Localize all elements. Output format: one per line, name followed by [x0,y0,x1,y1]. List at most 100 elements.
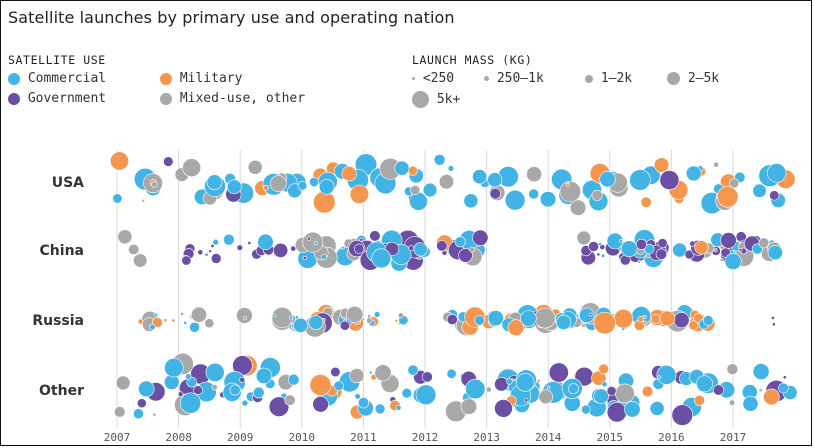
launch-dot-commercial [474,315,485,326]
launch-dot-government [673,312,690,329]
launch-dot-government [210,253,222,264]
launch-dot-government [306,236,311,241]
legend-mass-item: 250–1k [484,71,544,86]
launch-dot-government [596,252,601,257]
legend-mass-item: 2–5k [667,71,719,86]
legend-swatch-military [160,72,172,85]
launch-dot-commercial [320,253,327,260]
launch-dot-military [349,184,370,204]
launch-dot-mixed-use [726,363,739,376]
launch-dot-government [657,238,668,249]
launch-dot-commercial [407,364,419,376]
launch-dot-government [772,322,776,327]
launch-dot-commercial [629,169,651,191]
launch-dot-government [339,320,350,331]
launch-dot-mixed-use [243,316,248,321]
legend-swatch-commercial [8,72,20,85]
legend-use-item: Military [160,71,242,86]
launch-dot-commercial [601,253,606,258]
x-tick-label: 2016 [658,431,685,444]
launch-dot-commercial [539,191,557,208]
launch-dot-government [599,244,606,251]
launch-dot-commercial [308,177,319,188]
launch-dot-commercial [619,238,623,243]
launch-dot-commercial [752,183,767,198]
launch-dot-mixed-use [591,189,603,201]
launch-dot-government [782,375,787,380]
launch-dot-commercial [766,163,787,183]
x-tick-label: 2007 [104,431,131,444]
launch-dot-mixed-use [284,394,296,406]
launch-dot-commercial [229,384,241,396]
launch-dot-military [641,385,654,398]
launch-dot-government [354,243,365,254]
launch-dot-mixed-use [374,364,392,382]
launch-dot-commercial [724,253,742,271]
launch-dot-military [763,388,780,406]
launch-dot-commercial [581,404,591,415]
launch-dot-mixed-use [152,412,157,417]
launch-dot-government [494,377,509,392]
launch-dot-mixed-use [758,237,770,249]
legend-use-item: Commercial [8,71,106,86]
launch-dot-military [694,240,709,255]
launch-dot-mixed-use [113,406,126,418]
launch-dot-government [446,313,458,325]
launch-dot-mixed-use [191,306,208,323]
launch-dot-government [181,255,192,266]
legend-swatch-government [8,92,20,105]
launch-dot-commercial [183,320,188,325]
launch-dot-military [309,374,332,396]
launch-dot-military [263,184,269,191]
legend-mass-dot-l [667,72,680,85]
launch-dot-government [408,245,415,252]
launch-dot-commercial [568,383,579,395]
launch-dot-government [268,396,290,417]
launch-dot-commercial [599,171,616,188]
launch-dot-military [593,311,616,335]
launch-dot-government [247,241,252,245]
launch-dot-government [684,249,695,260]
launch-dot-military [659,310,676,327]
legend-label-commercial: Commercial [27,71,107,86]
legend-mass-item: 5k+ [412,91,460,108]
launch-dot-mixed-use [346,305,364,323]
launch-dot-mixed-use [468,246,475,253]
launch-dot-commercial [287,373,300,386]
launch-dot-government [236,244,244,251]
row-label: Russia [32,313,84,329]
launch-dot-mixed-use [569,199,587,216]
launch-dot-military [341,166,357,182]
launch-dot-mixed-use [728,399,736,406]
row-label: China [40,243,84,259]
launch-dot-commercial [506,378,513,385]
legend-mass-label: 5k+ [436,92,461,107]
launch-dot-commercial [752,363,770,381]
legend-swatch-mixed [160,92,172,105]
launch-dot-commercial [368,370,373,375]
launch-dot-mixed-use [559,181,581,203]
launch-dot-mixed-use [460,398,478,415]
launch-dot-mixed-use [204,318,215,329]
launch-dot-commercial [354,393,361,400]
launch-dot-military [640,196,652,208]
launch-dot-military [688,320,699,331]
launch-dot-military [171,318,176,323]
x-tick-label: 2017 [720,431,747,444]
launch-dot-commercial [297,181,308,191]
launch-dot-commercial [189,321,200,333]
launch-dot-government [136,398,147,409]
launch-dot-military [643,320,648,325]
launch-dot-mixed-use [115,375,131,391]
launch-dot-government [689,240,696,247]
launch-dot-government [359,237,364,242]
x-tick-label: 2009 [227,431,254,444]
launch-dot-government [769,190,780,201]
legend-mass-heading: LAUNCH MASS (KG) [412,53,533,67]
legend-label-mixed: Mixed-use, other [179,91,306,106]
launch-dot-government [548,362,569,383]
launch-dot-commercial [649,401,665,416]
launch-dot-government [606,385,617,396]
launch-dot-mixed-use [151,181,158,188]
